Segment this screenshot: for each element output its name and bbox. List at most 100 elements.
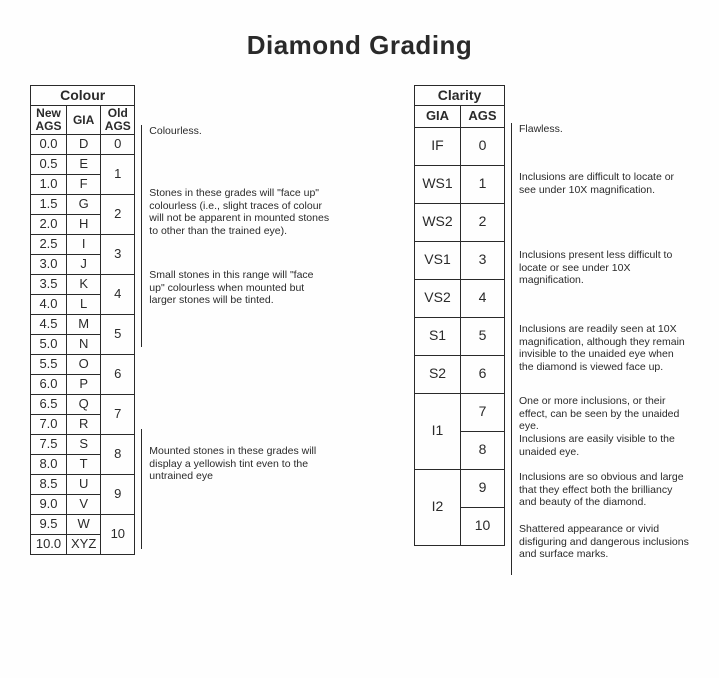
- cell-gia: M: [67, 314, 101, 334]
- cell-gia: W: [67, 514, 101, 534]
- cell-new-ags: 5.0: [31, 334, 67, 354]
- cell-gia: R: [67, 414, 101, 434]
- cell-gia: V: [67, 494, 101, 514]
- cell-ags: 2: [461, 203, 505, 241]
- page-title: Diamond Grading: [30, 30, 689, 61]
- cell-ags: 8: [461, 431, 505, 469]
- table-row: 6.5Q7: [31, 394, 135, 414]
- cell-new-ags: 2.0: [31, 214, 67, 234]
- table-row: I17: [415, 393, 505, 431]
- cell-gia: F: [67, 174, 101, 194]
- cell-old-ags: 10: [101, 514, 135, 554]
- colour-notes: Colourless. Stones in these grades will …: [141, 85, 331, 549]
- clarity-note: Inclusions are so obvious and large that…: [511, 471, 689, 523]
- clarity-note: Inclusions are easily visible to the una…: [511, 433, 689, 471]
- cell-gia: VS1: [415, 241, 461, 279]
- table-row: 5.5O6: [31, 354, 135, 374]
- cell-gia: N: [67, 334, 101, 354]
- cell-gia: I2: [415, 469, 461, 545]
- cell-old-ags: 5: [101, 314, 135, 354]
- cell-new-ags: 8.5: [31, 474, 67, 494]
- colour-note: [141, 347, 331, 429]
- clarity-header: Clarity: [415, 86, 505, 106]
- cell-gia: I1: [415, 393, 461, 469]
- clarity-note: Inclusions present less difficult to loc…: [511, 239, 689, 317]
- table-row: WS11: [415, 165, 505, 203]
- cell-new-ags: 4.5: [31, 314, 67, 334]
- cell-gia: WS2: [415, 203, 461, 241]
- table-row: IF0: [415, 127, 505, 165]
- cell-new-ags: 3.0: [31, 254, 67, 274]
- table-row: 4.5M5: [31, 314, 135, 334]
- cell-new-ags: 7.0: [31, 414, 67, 434]
- cell-ags: 6: [461, 355, 505, 393]
- cell-gia: VS2: [415, 279, 461, 317]
- cell-new-ags: 1.0: [31, 174, 67, 194]
- cell-new-ags: 6.5: [31, 394, 67, 414]
- cell-new-ags: 6.0: [31, 374, 67, 394]
- cell-new-ags: 0.5: [31, 154, 67, 174]
- cell-ags: 1: [461, 165, 505, 203]
- colour-col-gia: GIA: [67, 106, 101, 134]
- colour-note: Stones in these grades will "face up" co…: [141, 183, 331, 265]
- cell-gia: K: [67, 274, 101, 294]
- clarity-note: Shattered appearance or vivid disfigurin…: [511, 523, 689, 575]
- colour-note: Mounted stones in these grades will disp…: [141, 429, 331, 549]
- table-row: VS13: [415, 241, 505, 279]
- cell-ags: 3: [461, 241, 505, 279]
- table-row: S26: [415, 355, 505, 393]
- table-row: 7.5S8: [31, 434, 135, 454]
- cell-new-ags: 9.5: [31, 514, 67, 534]
- cell-ags: 10: [461, 507, 505, 545]
- cell-gia: S1: [415, 317, 461, 355]
- table-row: I29: [415, 469, 505, 507]
- cell-gia: D: [67, 134, 101, 154]
- cell-new-ags: 7.5: [31, 434, 67, 454]
- cell-ags: 5: [461, 317, 505, 355]
- cell-ags: 7: [461, 393, 505, 431]
- cell-gia: I: [67, 234, 101, 254]
- table-row: 8.5U9: [31, 474, 135, 494]
- colour-table: Colour New AGS GIA Old AGS 0.0D00.5E11.0…: [30, 85, 135, 555]
- clarity-table: Clarity GIA AGS IF0WS11WS22VS13VS24S15S2…: [414, 85, 505, 546]
- clarity-note: Flawless.: [511, 123, 689, 161]
- clarity-col-gia: GIA: [415, 106, 461, 127]
- cell-new-ags: 4.0: [31, 294, 67, 314]
- cell-old-ags: 8: [101, 434, 135, 474]
- cell-gia: H: [67, 214, 101, 234]
- clarity-note: Inclusions are difficult to locate or se…: [511, 161, 689, 239]
- grading-layout: Colour New AGS GIA Old AGS 0.0D00.5E11.0…: [30, 85, 689, 575]
- cell-gia: U: [67, 474, 101, 494]
- colour-section: Colour New AGS GIA Old AGS 0.0D00.5E11.0…: [30, 85, 331, 555]
- cell-new-ags: 8.0: [31, 454, 67, 474]
- table-row: 3.5K4: [31, 274, 135, 294]
- colour-note: Colourless.: [141, 125, 331, 183]
- table-row: 1.5G2: [31, 194, 135, 214]
- table-row: 0.5E1: [31, 154, 135, 174]
- cell-old-ags: 9: [101, 474, 135, 514]
- cell-new-ags: 9.0: [31, 494, 67, 514]
- cell-gia: L: [67, 294, 101, 314]
- table-row: 9.5W10: [31, 514, 135, 534]
- colour-col-old: Old AGS: [101, 106, 135, 134]
- colour-col-new: New AGS: [31, 106, 67, 134]
- cell-new-ags: 1.5: [31, 194, 67, 214]
- cell-new-ags: 3.5: [31, 274, 67, 294]
- cell-gia: XYZ: [67, 534, 101, 554]
- cell-old-ags: 0: [101, 134, 135, 154]
- table-row: 0.0D0: [31, 134, 135, 154]
- cell-new-ags: 0.0: [31, 134, 67, 154]
- cell-ags: 4: [461, 279, 505, 317]
- cell-gia: S: [67, 434, 101, 454]
- table-row: 2.5I3: [31, 234, 135, 254]
- cell-gia: J: [67, 254, 101, 274]
- cell-new-ags: 2.5: [31, 234, 67, 254]
- cell-gia: P: [67, 374, 101, 394]
- cell-old-ags: 1: [101, 154, 135, 194]
- clarity-col-ags: AGS: [461, 106, 505, 127]
- cell-old-ags: 2: [101, 194, 135, 234]
- cell-gia: S2: [415, 355, 461, 393]
- cell-gia: E: [67, 154, 101, 174]
- cell-old-ags: 4: [101, 274, 135, 314]
- cell-gia: IF: [415, 127, 461, 165]
